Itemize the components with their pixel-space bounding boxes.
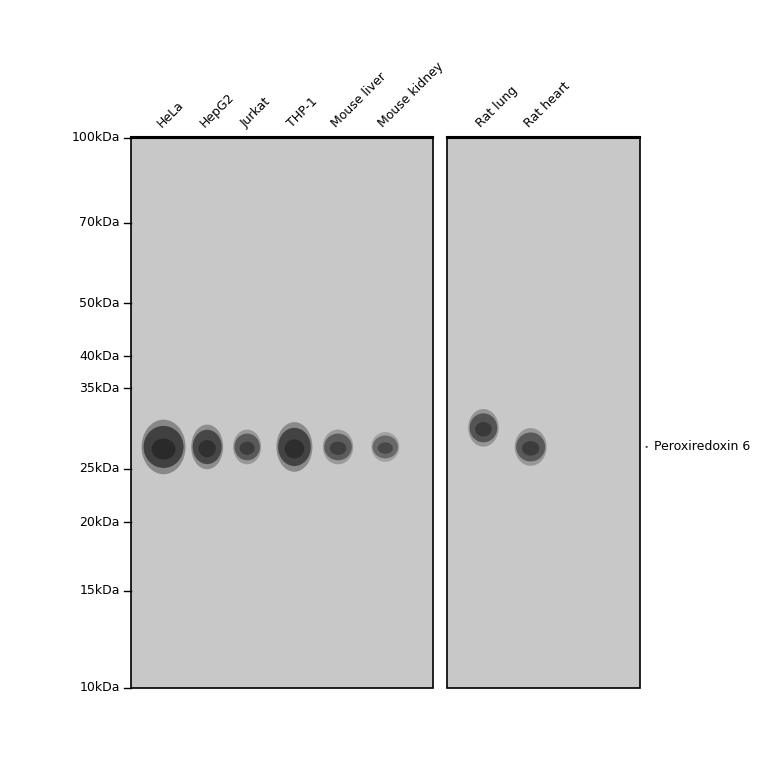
Ellipse shape [373,435,398,458]
Text: Mouse liver: Mouse liver [329,70,389,130]
Ellipse shape [377,442,393,454]
Ellipse shape [468,409,499,447]
Ellipse shape [516,432,545,461]
Ellipse shape [323,429,353,465]
Ellipse shape [522,441,539,455]
Ellipse shape [193,429,222,465]
Ellipse shape [515,428,547,466]
Ellipse shape [240,442,255,455]
Text: HeLa: HeLa [154,98,186,130]
Text: 70kDa: 70kDa [79,216,120,229]
Ellipse shape [141,419,186,474]
Text: Rat heart: Rat heart [522,79,572,130]
Ellipse shape [470,413,497,442]
Ellipse shape [285,439,304,458]
Ellipse shape [475,422,492,436]
Text: Rat lung: Rat lung [474,83,520,130]
Text: THP-1: THP-1 [285,95,320,130]
Ellipse shape [191,425,223,469]
Ellipse shape [233,429,261,465]
FancyBboxPatch shape [447,138,639,688]
Ellipse shape [324,434,352,460]
Ellipse shape [278,428,311,466]
Ellipse shape [277,422,312,472]
FancyBboxPatch shape [131,138,432,688]
Ellipse shape [151,439,176,460]
Text: 15kDa: 15kDa [79,584,120,597]
Text: Jurkat: Jurkat [238,95,273,130]
Ellipse shape [144,426,183,468]
Text: 35kDa: 35kDa [79,382,120,395]
Ellipse shape [199,440,216,457]
Text: 25kDa: 25kDa [79,462,120,475]
Text: 50kDa: 50kDa [79,296,120,309]
Text: 20kDa: 20kDa [79,516,120,529]
Text: Peroxiredoxin 6: Peroxiredoxin 6 [654,440,750,454]
Text: 10kDa: 10kDa [79,681,120,694]
Text: 100kDa: 100kDa [72,131,120,144]
Text: HepG2: HepG2 [198,91,238,130]
Ellipse shape [371,432,400,461]
Text: 40kDa: 40kDa [79,350,120,363]
Ellipse shape [330,442,346,455]
Ellipse shape [235,434,260,460]
Text: Mouse kidney: Mouse kidney [376,60,446,130]
